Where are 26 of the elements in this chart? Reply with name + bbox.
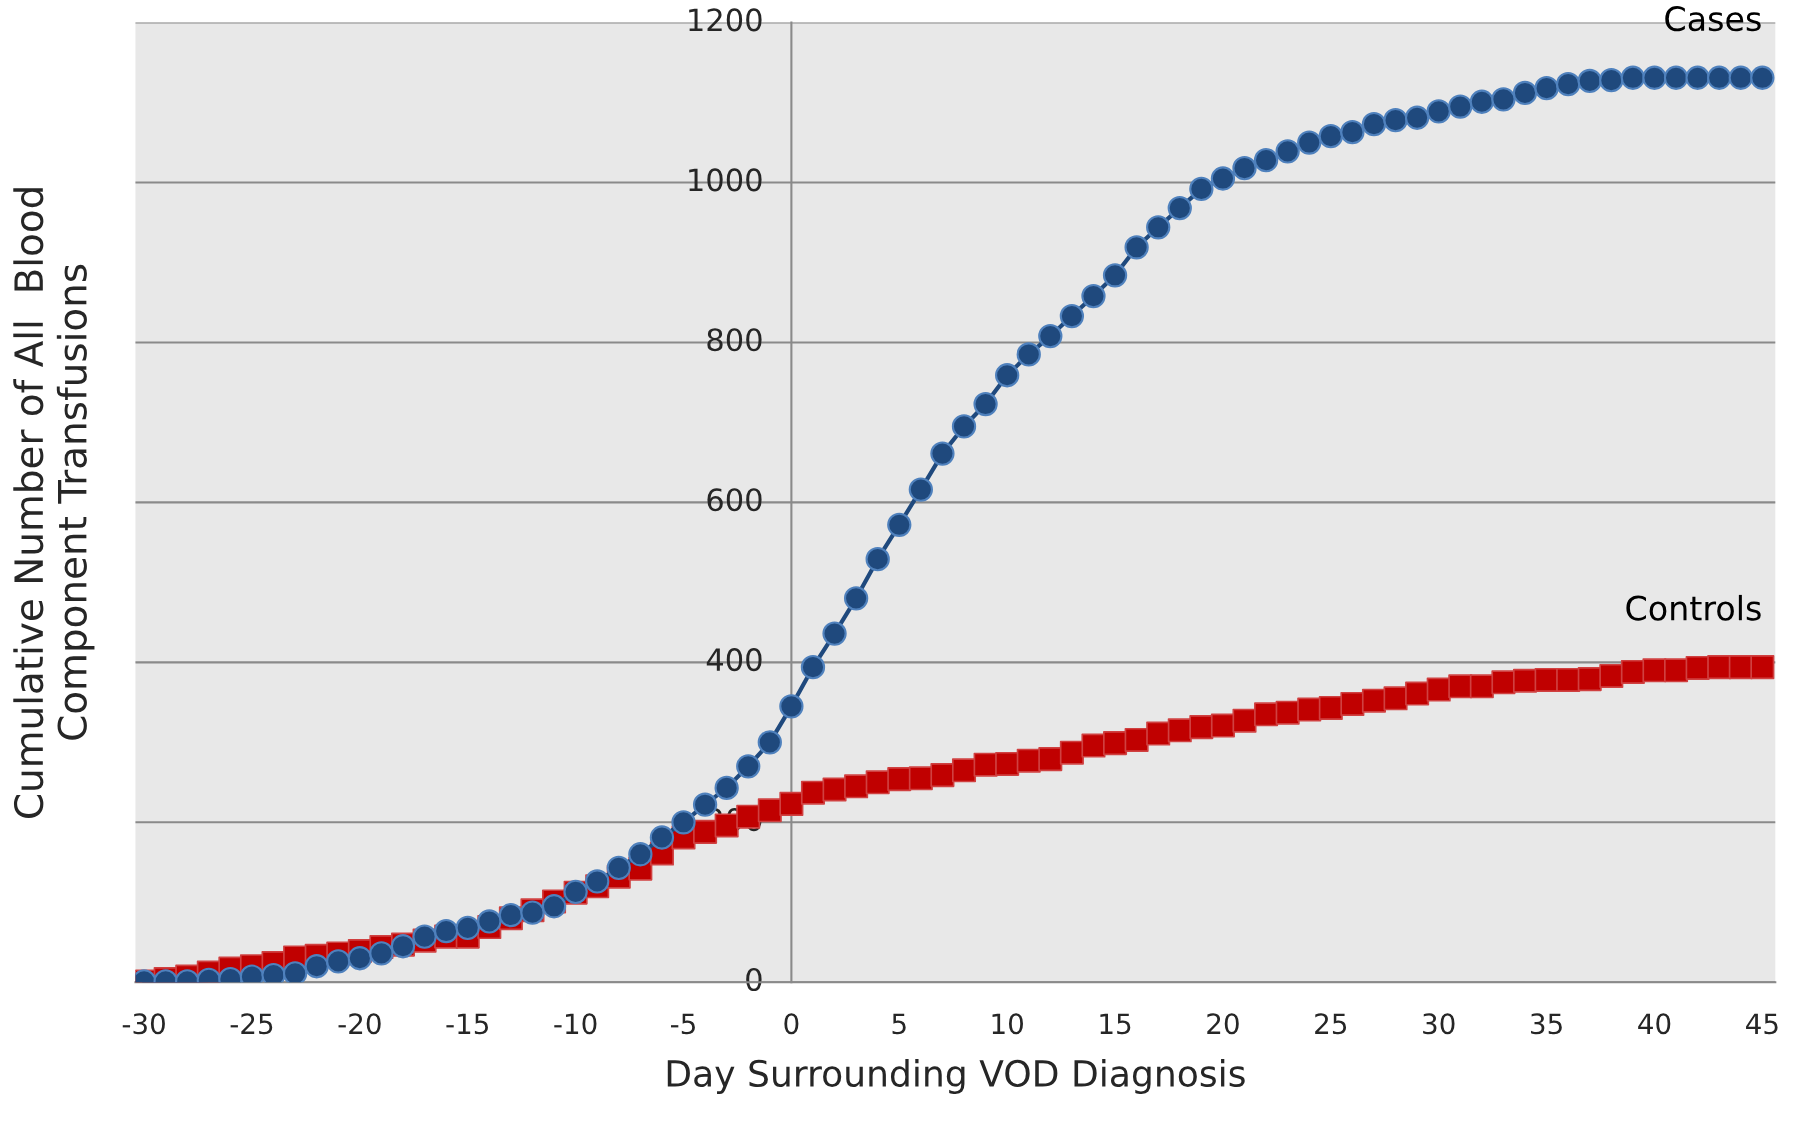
y-tick-label: 400	[706, 648, 762, 672]
y-tick-label: 1000	[689, 168, 762, 192]
y-tick-label: 1200	[689, 8, 762, 32]
x-tick-label: -10	[554, 1013, 597, 1035]
y-tick-label: 600	[707, 488, 762, 512]
y-tick-label: 800	[707, 328, 762, 352]
x-tick-label: 25	[1315, 1013, 1347, 1035]
x-tick-label: -5	[671, 1013, 695, 1035]
x-tick-label: -20	[338, 1013, 381, 1035]
x-tick-label: 0	[784, 1013, 799, 1035]
x-tick-label: 20	[1207, 1013, 1239, 1035]
series-label: Cases	[1665, 6, 1761, 32]
x-tick-label: -25	[230, 1013, 273, 1035]
x-tick-label: 5	[892, 1013, 906, 1035]
x-tick-label: 45	[1746, 1013, 1778, 1035]
x-tick-label: -30	[122, 1013, 165, 1035]
x-tick-label: 40	[1638, 1013, 1671, 1035]
y-axis-title: Cumulative Number of All Blood Component Transfusions	[13, 188, 95, 818]
series-label: Controls	[1626, 594, 1761, 621]
x-tick-label: 10	[992, 1013, 1023, 1035]
x-tick-label: 35	[1531, 1013, 1562, 1035]
x-axis-title: Day Surrounding VOD Diagnosis	[667, 1059, 1245, 1095]
y-tick-label: 0	[746, 967, 762, 992]
x-tick-label: 30	[1423, 1013, 1455, 1035]
x-tick-label: -15	[446, 1013, 488, 1035]
x-tick-label: 15	[1100, 1013, 1131, 1035]
